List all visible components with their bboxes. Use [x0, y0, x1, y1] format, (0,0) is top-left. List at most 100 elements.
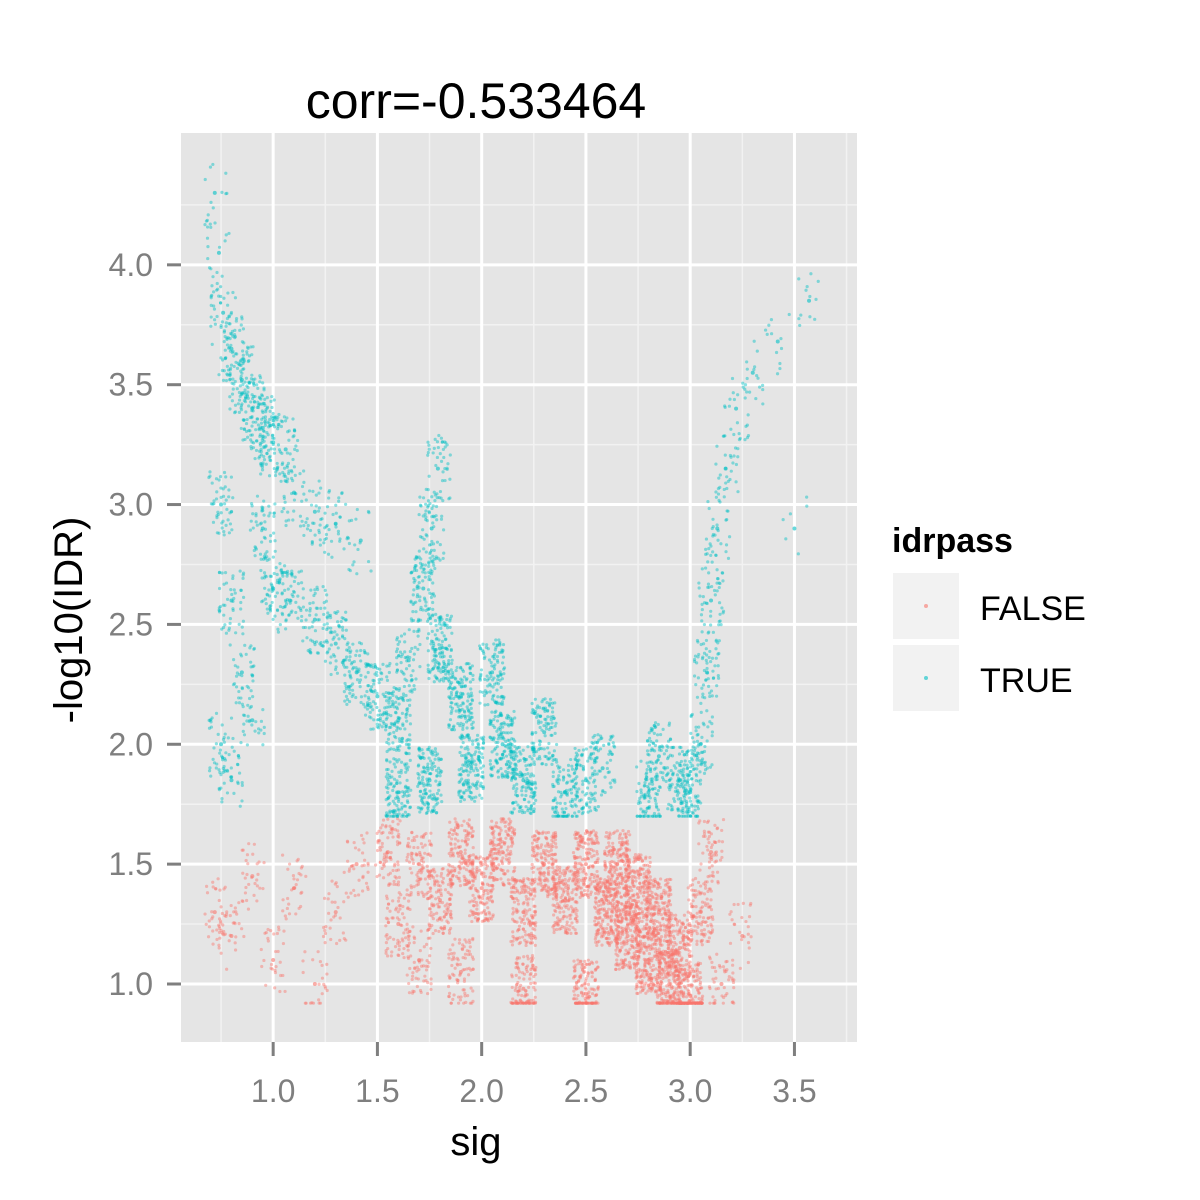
data-point-false [229, 934, 234, 939]
data-point-false [386, 917, 390, 921]
data-point-false [456, 963, 460, 967]
data-point-false [594, 901, 598, 905]
data-point-false [722, 985, 726, 990]
data-point-false [323, 941, 327, 945]
data-point-false [569, 931, 573, 935]
data-point-false [641, 894, 646, 898]
data-point-false [637, 979, 641, 983]
data-point-false [624, 870, 628, 875]
data-point-false [232, 910, 236, 914]
data-point-false [627, 913, 631, 917]
data-point-false [407, 991, 412, 995]
data-point-false [407, 893, 411, 897]
data-point-true [219, 285, 223, 289]
data-point-false [476, 917, 481, 921]
data-point-false [338, 938, 342, 942]
data-point-false [489, 862, 493, 866]
data-point-false [667, 909, 671, 914]
data-point-false [502, 883, 506, 887]
data-point-false [639, 891, 643, 895]
data-point-false [446, 908, 450, 912]
data-point-false [447, 872, 451, 876]
data-point-false [357, 848, 361, 852]
data-point-false [741, 901, 745, 905]
data-point-false [217, 898, 221, 903]
data-point-false [678, 940, 682, 945]
data-point-false [467, 973, 471, 977]
data-point-false [342, 937, 346, 941]
data-point-true [247, 696, 252, 701]
data-point-false [546, 892, 550, 897]
data-point-false [666, 904, 670, 908]
data-point-false [449, 1001, 453, 1005]
data-point-false [221, 932, 225, 936]
data-point-false [657, 937, 661, 941]
data-point-false [388, 909, 392, 913]
data-point-false [347, 869, 351, 873]
data-point-false [391, 827, 395, 831]
data-point-false [462, 819, 466, 823]
data-point-false [449, 841, 453, 845]
data-point-false [450, 958, 454, 962]
data-point-false [244, 898, 249, 903]
data-point-true [263, 415, 268, 419]
data-point-true [220, 627, 224, 631]
data-point-false [481, 882, 485, 886]
data-point-true [249, 433, 253, 437]
data-point-false [235, 912, 239, 916]
data-point-false [642, 969, 647, 973]
data-point-true [219, 511, 223, 515]
data-point-false [299, 891, 303, 895]
data-point-true [237, 771, 242, 775]
data-point-false [394, 908, 398, 912]
data-point-false [242, 934, 246, 939]
data-point-false [501, 856, 505, 860]
data-point-false [438, 884, 442, 888]
data-point-false [620, 852, 624, 857]
data-point-false [585, 829, 589, 833]
data-point-false [435, 911, 439, 915]
data-point-false [464, 940, 468, 944]
data-point-false [449, 916, 454, 920]
data-point-false [631, 956, 635, 960]
data-point-false [535, 845, 540, 849]
data-point-false [490, 826, 494, 831]
data-point-false [678, 927, 682, 931]
data-point-false [220, 911, 224, 916]
data-point-true [259, 421, 264, 425]
data-point-false [342, 900, 346, 904]
data-point-false [678, 953, 682, 958]
data-point-false [406, 944, 410, 949]
data-point-false [509, 886, 514, 890]
data-point-false [620, 876, 624, 880]
data-point-false [431, 904, 436, 908]
data-point-false [464, 833, 468, 838]
data-point-false [571, 907, 575, 911]
data-point-false [645, 948, 649, 952]
data-point-false [596, 857, 600, 861]
data-point-false [602, 926, 606, 931]
data-point-false [405, 922, 409, 926]
data-point-false [464, 836, 468, 840]
data-point-false [473, 874, 478, 878]
data-point-false [449, 878, 454, 883]
data-point-false [386, 946, 390, 951]
data-point-true [249, 502, 254, 506]
data-point-false [464, 839, 468, 843]
data-point-true [283, 419, 288, 423]
data-point-false [657, 968, 661, 972]
data-point-false [431, 917, 435, 921]
data-point-false [429, 869, 433, 874]
data-point-true [236, 762, 240, 767]
data-point-false [476, 911, 480, 916]
data-point-false [475, 865, 479, 870]
data-point-false [409, 853, 413, 858]
data-point-false [489, 895, 493, 899]
data-point-false [447, 991, 452, 995]
data-point-false [612, 848, 617, 852]
data-point-false [662, 988, 666, 992]
data-point-true [222, 764, 226, 769]
data-point-true [249, 519, 253, 523]
data-point-false [534, 857, 538, 861]
data-point-false [573, 856, 577, 861]
